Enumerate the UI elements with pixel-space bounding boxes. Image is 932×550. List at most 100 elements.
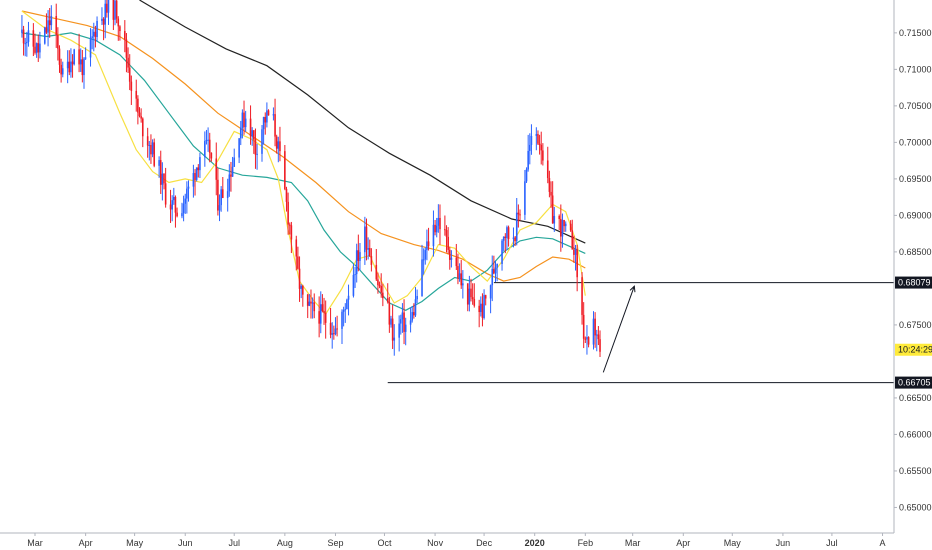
candle-up (411, 312, 414, 321)
candle-up (73, 49, 75, 65)
candle-up (181, 213, 183, 217)
y-tick-label: 0.67500 (899, 320, 932, 330)
candle-up (416, 295, 418, 300)
candle-down (460, 273, 463, 286)
candle-up (458, 273, 461, 279)
y-tick-label: 0.65000 (899, 502, 932, 512)
x-tick-label: Dec (476, 538, 493, 548)
candle-down (197, 167, 200, 171)
candle-down (466, 283, 469, 305)
candle-up (512, 237, 515, 240)
candle-down (365, 226, 368, 250)
moving-average-line (21, 10, 586, 282)
candle-up (83, 58, 85, 76)
candle-up (262, 116, 265, 130)
candle-down (94, 31, 97, 37)
candle-down (137, 98, 139, 113)
candle-down (146, 136, 149, 146)
candle-up (233, 157, 236, 167)
candle-up (524, 181, 526, 215)
candle-up (199, 157, 201, 171)
candle-up (506, 227, 508, 238)
candle-up (261, 129, 263, 154)
time-axis: Mar Apr May Jun Jul Aug Sep Oct Nov Dec 2020 Feb Mar… (27, 533, 886, 548)
candle-down (321, 304, 324, 311)
candle-down (150, 144, 152, 155)
candle-up (70, 61, 72, 73)
candle-up (272, 114, 275, 116)
candle-down (115, 0, 118, 19)
candle-up (277, 141, 280, 149)
candle-down (569, 223, 572, 231)
candle-up (359, 252, 361, 261)
candle-down (445, 230, 448, 237)
candle-down (537, 134, 539, 144)
candle-down (71, 61, 74, 65)
horizontal-levels (387, 282, 894, 384)
x-tick-label: Oct (377, 538, 392, 548)
candle-up (341, 311, 343, 329)
candle-up (424, 250, 427, 260)
candle-up (205, 140, 208, 142)
candle-up (401, 312, 404, 320)
x-tick-label: Apr (676, 538, 690, 548)
candle-down (163, 173, 165, 184)
candle-down (386, 298, 389, 303)
candle-down (581, 277, 583, 315)
candle-up (226, 191, 229, 198)
candle-up (414, 299, 417, 316)
candles (21, 0, 601, 358)
moving-average-line (21, 32, 586, 311)
candle-down (473, 299, 476, 306)
candle-down (124, 31, 126, 40)
candle-down (484, 295, 487, 299)
y-tick-label: 0.66500 (899, 393, 932, 403)
candle-down (127, 57, 129, 68)
candle-down (310, 301, 312, 304)
candle-down (249, 118, 252, 137)
candle-up (39, 43, 41, 53)
y-tick-label: 0.68500 (899, 247, 932, 257)
x-tick-label: A (880, 538, 886, 548)
candle-down (264, 116, 267, 123)
candle-up (592, 318, 595, 345)
candle-down (336, 328, 338, 330)
candle-down (388, 302, 391, 325)
candle-down (455, 257, 458, 267)
x-tick-label: Mar (625, 538, 641, 548)
candle-up (346, 299, 348, 310)
candle-down (290, 225, 293, 240)
candle-down (48, 20, 51, 26)
candle-down (377, 279, 379, 286)
candle-down (210, 152, 213, 159)
candle-down (576, 249, 578, 278)
candle-down (546, 160, 549, 179)
candle-up (483, 295, 485, 318)
candle-up (535, 134, 538, 136)
candle-up (426, 241, 428, 251)
candle-up (393, 337, 396, 341)
candle-down (560, 218, 562, 237)
candle-up (26, 41, 28, 44)
candle-down (153, 142, 156, 166)
x-tick-label: Jun (178, 538, 193, 548)
candle-down (215, 158, 218, 180)
price-tags[interactable]: 0.68079 10:24:29 0.66705 (895, 276, 932, 389)
price-tag-label: 0.66705 (898, 378, 931, 388)
candle-down (112, 0, 115, 20)
candle-up (96, 20, 98, 37)
candle-up (251, 130, 253, 137)
candle-up (61, 68, 64, 75)
candle-up (182, 203, 185, 214)
candle-down (297, 256, 299, 269)
candle-down (573, 249, 575, 255)
y-tick-label: 0.66000 (899, 429, 932, 439)
candle-down (60, 64, 62, 75)
candle-up (564, 223, 567, 227)
candle-down (548, 178, 551, 192)
candle-up (527, 150, 529, 170)
candle-down (254, 139, 257, 155)
candle-up (218, 205, 221, 211)
candle-down (584, 338, 587, 340)
x-tick-label: Sep (327, 538, 343, 548)
